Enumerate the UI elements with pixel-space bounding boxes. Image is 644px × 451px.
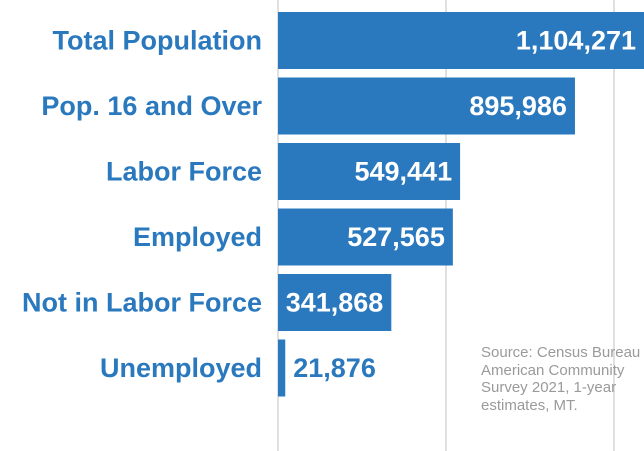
bar xyxy=(278,208,453,266)
category-label: Unemployed xyxy=(100,353,262,383)
data-label: 549,441 xyxy=(354,157,452,187)
bar xyxy=(278,143,461,200)
category-label: Not in Labor Force xyxy=(22,288,262,318)
data-label: 21,876 xyxy=(293,353,376,383)
data-label: 895,986 xyxy=(469,91,567,121)
bar xyxy=(278,77,575,135)
data-label: 527,565 xyxy=(347,222,445,252)
category-label: Labor Force xyxy=(106,157,262,187)
bar xyxy=(278,339,286,397)
source-note: Source: Census Bureau American Community… xyxy=(481,344,641,414)
bar xyxy=(278,12,644,69)
category-label: Employed xyxy=(133,222,262,252)
data-label: 341,868 xyxy=(286,288,384,318)
data-label: 1,104,271 xyxy=(516,26,636,56)
category-label: Pop. 16 and Over xyxy=(41,91,262,121)
bar xyxy=(278,274,392,331)
category-label: Total Population xyxy=(53,26,262,56)
